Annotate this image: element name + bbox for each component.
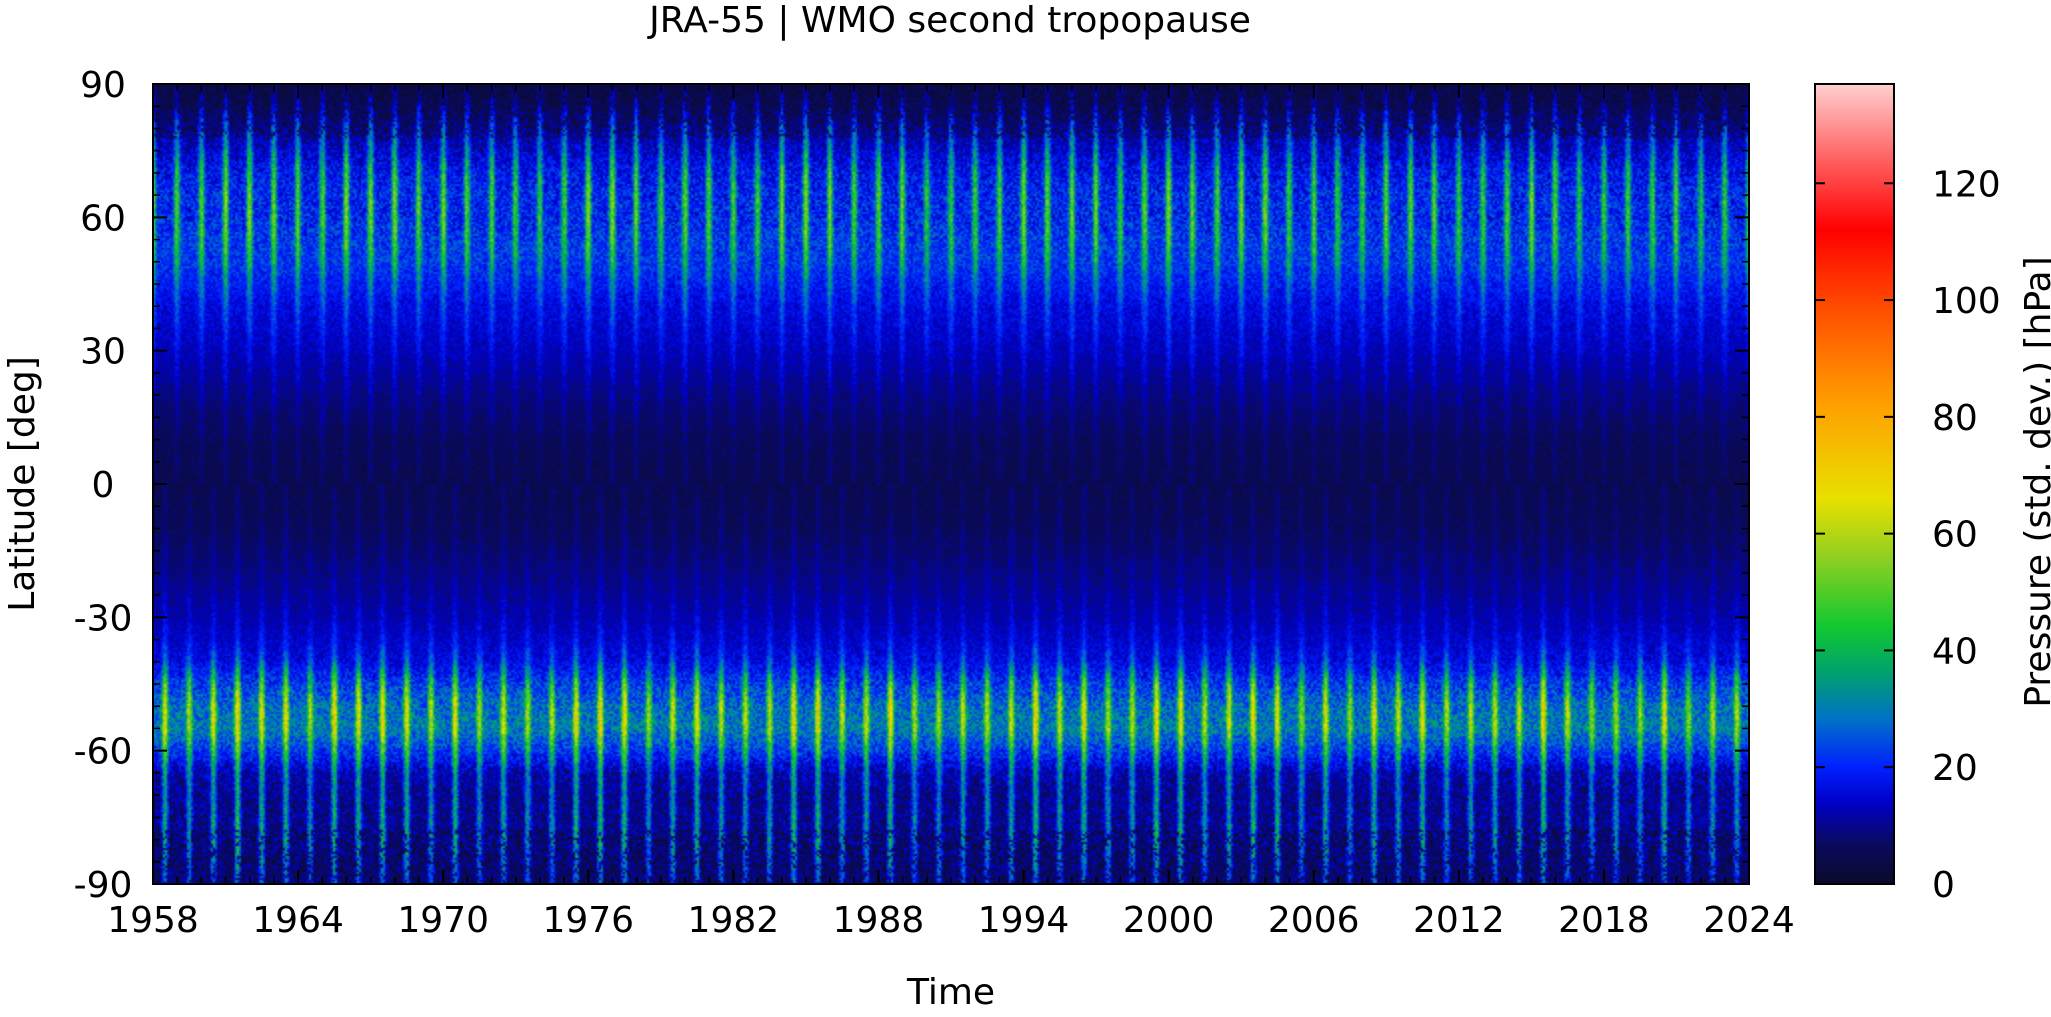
x-tick-label: 1958 xyxy=(107,900,199,941)
x-axis-label: Time xyxy=(906,972,995,1012)
colorbar-axis: 0 20 40 60 80 100 120 xyxy=(1815,164,2001,906)
colorbar-tick-label: 100 xyxy=(1932,281,2001,322)
y-tick-label: 30 xyxy=(80,332,126,373)
y-tick-label: 0 xyxy=(92,465,115,506)
colorbar-tick-label: 120 xyxy=(1932,164,2001,205)
colorbar-tick-label: 20 xyxy=(1932,748,1978,789)
colorbar-frame xyxy=(1814,83,1895,885)
colorbar-tick-label: 40 xyxy=(1932,631,1978,672)
y-tick-label: 90 xyxy=(80,65,126,106)
y-axis: -90 -60 -30 0 30 60 90 xyxy=(74,65,1749,906)
x-tick-label: 1994 xyxy=(978,900,1070,941)
y-axis-label: Latitude [deg] xyxy=(2,356,43,612)
y-tick-label: 60 xyxy=(80,198,126,239)
x-tick-label: 1976 xyxy=(542,900,634,941)
chart-title: JRA-55 | WMO second tropopause xyxy=(647,0,1251,41)
colorbar-tick-label: 80 xyxy=(1932,398,1978,439)
y-tick-label: -30 xyxy=(74,598,133,639)
colorbar-scale xyxy=(1815,84,1894,884)
x-tick-label: 1988 xyxy=(833,900,925,941)
colorbar-tick-label: 0 xyxy=(1932,865,1955,906)
heatmap-image xyxy=(153,84,1749,884)
colorbar-tick-label: 60 xyxy=(1932,515,1978,556)
colorbar xyxy=(1814,83,1895,885)
x-tick-label: 1982 xyxy=(688,900,780,941)
x-tick-label: 2024 xyxy=(1703,900,1795,941)
x-tick-label: 2018 xyxy=(1558,900,1650,941)
x-tick-label: 1964 xyxy=(252,900,344,941)
y-tick-label: -60 xyxy=(74,732,133,773)
colorbar-label: Pressure (std. dev.) [hPa] xyxy=(2018,256,2051,707)
x-tick-label: 2012 xyxy=(1413,900,1505,941)
y-tick-label: -90 xyxy=(74,865,133,906)
x-tick-label: 2006 xyxy=(1268,900,1360,941)
x-axis: 1958 1964 1970 1976 1982 1988 1994 2000 2006 2012… xyxy=(107,84,1795,941)
x-tick-label: 2000 xyxy=(1123,900,1215,941)
plot-area xyxy=(152,83,1750,885)
x-tick-label: 1970 xyxy=(397,900,489,941)
